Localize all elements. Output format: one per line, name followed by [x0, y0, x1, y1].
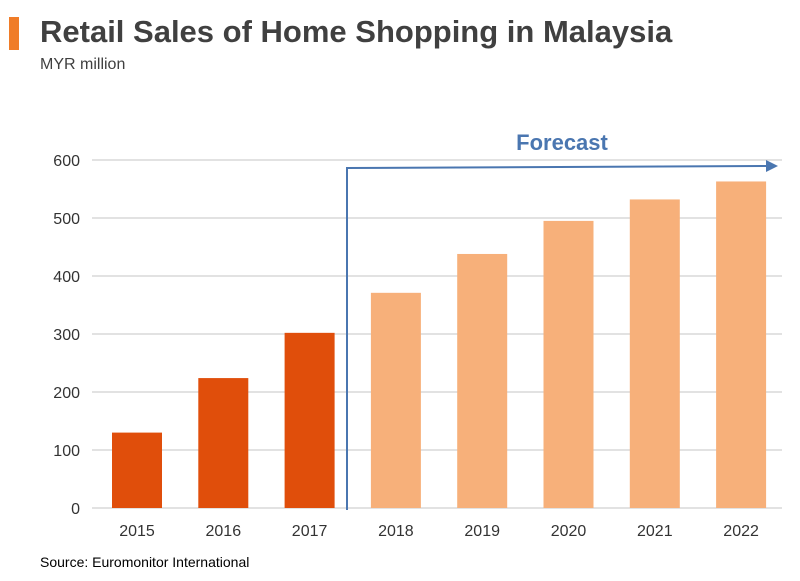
x-tick-label: 2017: [292, 523, 328, 540]
bar-2022: [716, 181, 767, 508]
x-tick-label: 2016: [206, 523, 242, 540]
bar-2015: [112, 432, 162, 508]
y-tick-label: 200: [53, 385, 80, 402]
forecast-arrow-line: [346, 165, 769, 510]
bar-2021: [629, 199, 680, 508]
x-tick-label: 2019: [464, 523, 500, 540]
y-tick-label: 100: [53, 443, 80, 460]
x-tick-label: 2018: [378, 523, 414, 540]
y-tick-label: 400: [53, 269, 80, 286]
bar-2020: [543, 220, 594, 508]
forecast-label: Forecast: [516, 130, 608, 155]
x-tick-label: 2015: [119, 523, 155, 540]
source-note: Source: Euromonitor International: [40, 554, 250, 570]
chart-title: Retail Sales of Home Shopping in Malaysi…: [40, 14, 673, 49]
bar-2019: [457, 253, 508, 508]
chart-subtitle: MYR million: [40, 56, 126, 73]
bar-2018: [370, 292, 421, 508]
bar-2016: [198, 378, 249, 508]
y-tick-label: 500: [53, 211, 80, 228]
x-tick-label: 2022: [723, 523, 759, 540]
y-tick-label: 300: [53, 327, 80, 344]
x-tick-label: 2020: [551, 523, 587, 540]
y-tick-label: 600: [53, 153, 80, 170]
bar-2017: [284, 332, 335, 508]
y-tick-label: 0: [71, 501, 80, 518]
title-accent-bar: [9, 17, 19, 50]
x-tick-label: 2021: [637, 523, 673, 540]
forecast-arrowhead-icon: [766, 160, 778, 172]
